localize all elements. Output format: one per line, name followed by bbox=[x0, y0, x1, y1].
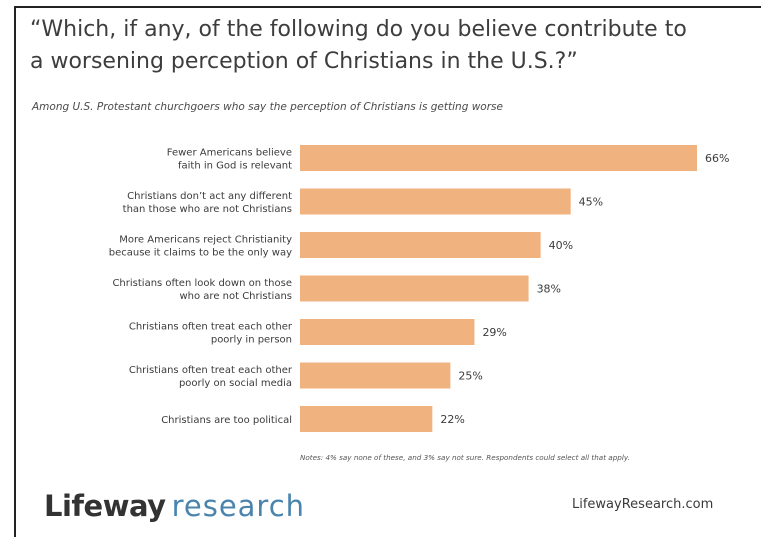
chart-note: Notes: 4% say none of these, and 3% say … bbox=[300, 453, 630, 462]
lifeway-research-logo: Lifeway research bbox=[44, 488, 305, 524]
chart-frame bbox=[14, 6, 761, 537]
bar-3 bbox=[300, 232, 541, 258]
bar-6 bbox=[300, 362, 451, 389]
chart-title: “Which, if any, of the following do you … bbox=[30, 17, 687, 74]
data-label-5: 29% bbox=[482, 326, 506, 339]
chart-subtitle: Among U.S. Protestant churchgoers who sa… bbox=[32, 101, 503, 113]
category-label-2: Christians don’t act any different than t… bbox=[123, 191, 292, 215]
category-label-4: Christians often look down on those who a… bbox=[112, 278, 292, 302]
bar-2 bbox=[300, 188, 571, 215]
bar-1 bbox=[300, 145, 697, 171]
data-label-1: 66% bbox=[705, 152, 729, 165]
data-label-2: 45% bbox=[579, 196, 603, 209]
data-label-3: 40% bbox=[549, 239, 573, 252]
bar-5 bbox=[300, 319, 475, 345]
category-label-1: Fewer Americans believe faith in God is r… bbox=[167, 148, 292, 172]
category-label-7: Christians are too political bbox=[161, 415, 292, 426]
bar-7 bbox=[300, 406, 433, 432]
category-label-6: Christians often treat each other poorly … bbox=[129, 365, 293, 389]
logo-text-lifeway: Lifeway bbox=[44, 489, 166, 523]
category-label-3: More Americans reject Christianity becaus… bbox=[109, 235, 292, 259]
data-label-6: 25% bbox=[458, 370, 482, 383]
bar-4 bbox=[300, 275, 529, 302]
category-label-5: Christians often treat each other poorly … bbox=[129, 322, 293, 346]
data-label-4: 38% bbox=[537, 283, 561, 296]
data-label-7: 22% bbox=[440, 413, 464, 426]
logo-text-research: research bbox=[171, 489, 306, 523]
website-link[interactable]: LifewayResearch.com bbox=[572, 497, 714, 512]
